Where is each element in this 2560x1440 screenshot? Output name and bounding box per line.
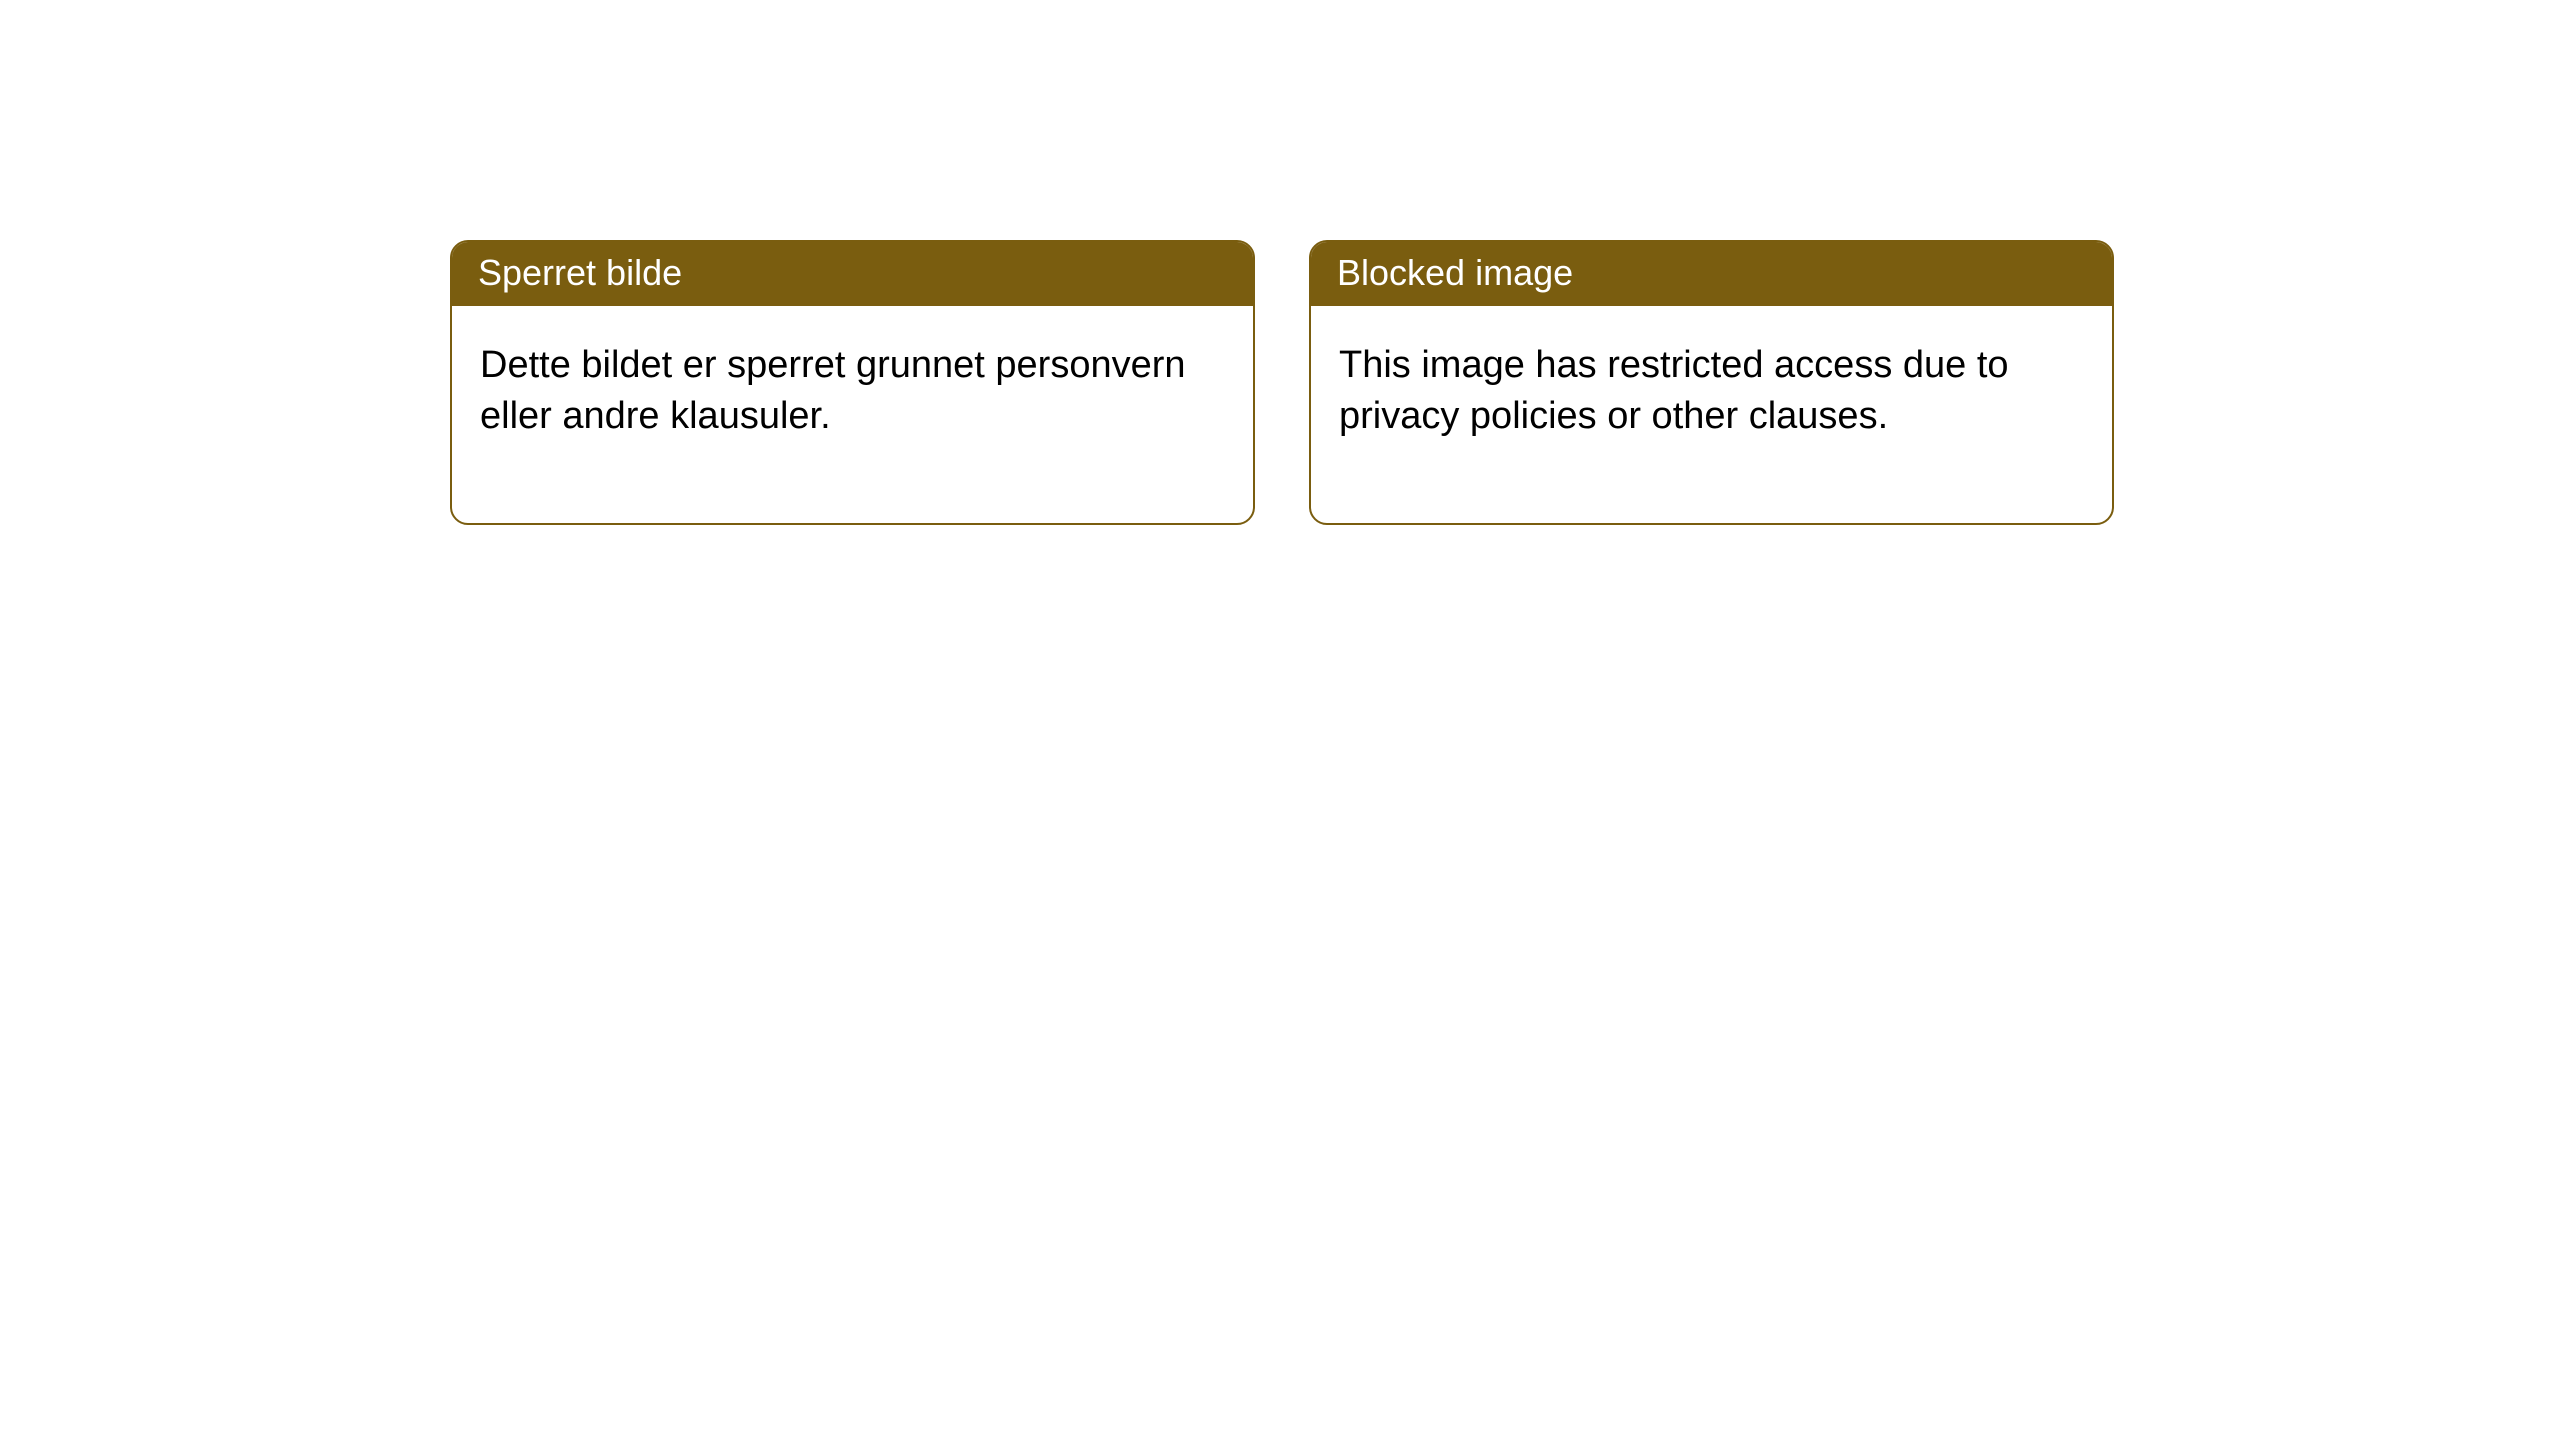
notice-card-header: Sperret bilde	[452, 242, 1253, 306]
notice-card-body: This image has restricted access due to …	[1311, 306, 2112, 523]
notice-card-header: Blocked image	[1311, 242, 2112, 306]
notice-card-english: Blocked image This image has restricted …	[1309, 240, 2114, 525]
notice-card-norwegian: Sperret bilde Dette bildet er sperret gr…	[450, 240, 1255, 525]
notice-card-body: Dette bildet er sperret grunnet personve…	[452, 306, 1253, 523]
notice-container: Sperret bilde Dette bildet er sperret gr…	[0, 0, 2560, 525]
